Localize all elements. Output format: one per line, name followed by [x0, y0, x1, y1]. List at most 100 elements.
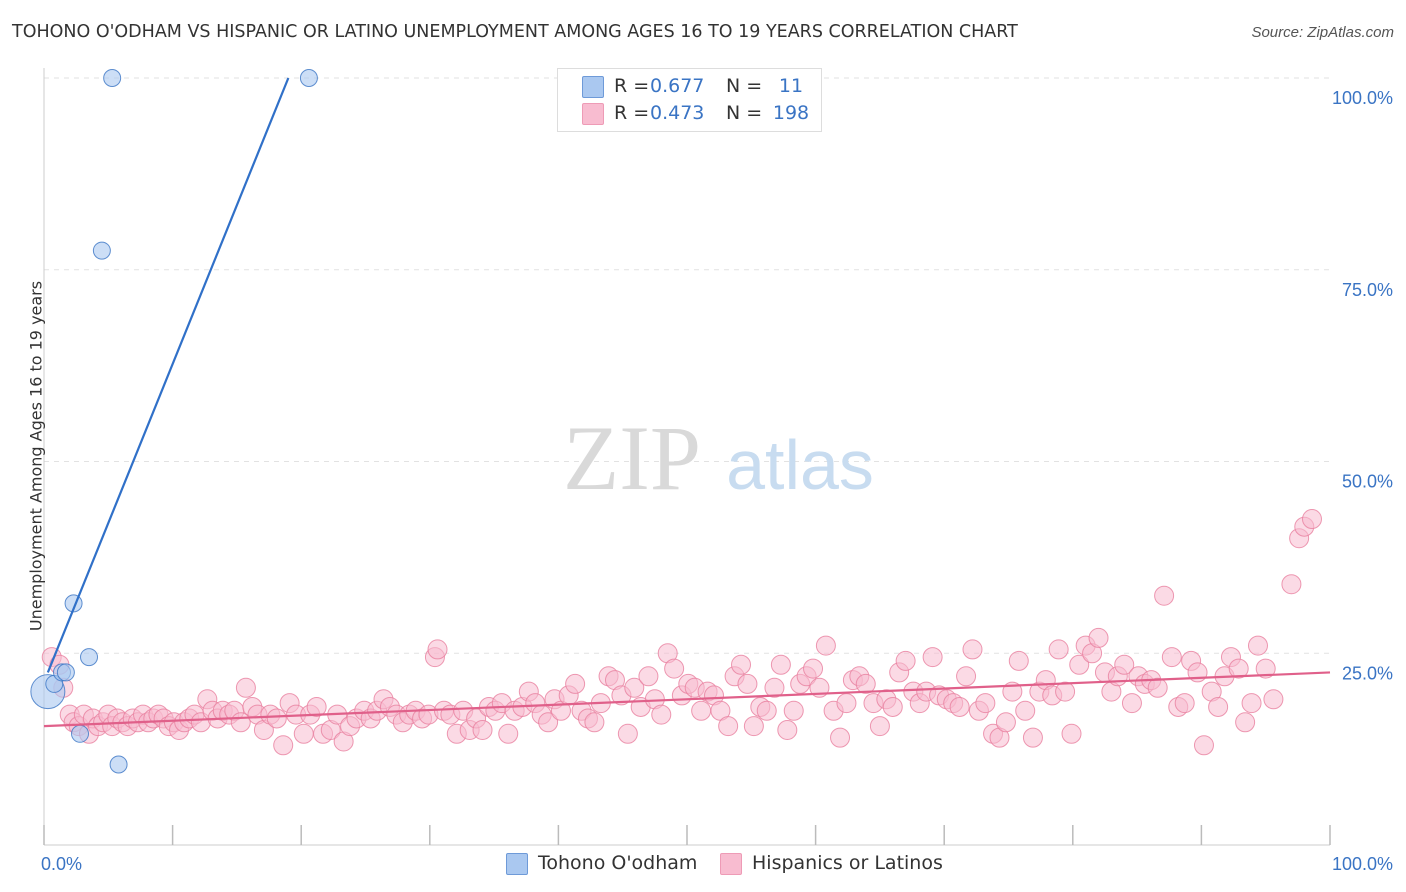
- data-point-hispanics: [949, 696, 970, 717]
- data-point-hispanics: [293, 723, 314, 744]
- y-tick-label: 25.0%: [1342, 663, 1393, 683]
- data-point-tohono: [80, 648, 99, 667]
- data-point-hispanics: [962, 639, 983, 660]
- data-point-hispanics: [638, 666, 659, 687]
- data-point-hispanics: [1015, 700, 1036, 721]
- data-point-hispanics: [1174, 693, 1195, 714]
- data-point-hispanics: [691, 700, 712, 721]
- legend-r-value: 0.473: [650, 102, 705, 124]
- data-point-tohono: [56, 663, 75, 682]
- data-point-hispanics: [1022, 727, 1043, 748]
- data-point-hispanics: [624, 677, 645, 698]
- data-point-hispanics: [1048, 639, 1069, 660]
- legend-n-value: 11: [778, 75, 804, 97]
- data-point-hispanics: [731, 654, 752, 675]
- data-point-hispanics: [1193, 735, 1214, 756]
- data-point-hispanics: [743, 716, 764, 737]
- data-point-hispanics: [1263, 689, 1284, 710]
- data-point-hispanics: [995, 712, 1016, 733]
- series-tohono-points: [30, 69, 318, 774]
- data-point-hispanics: [235, 677, 256, 698]
- data-point-hispanics: [1161, 647, 1182, 668]
- data-point-hispanics: [1055, 681, 1076, 702]
- data-point-hispanics: [472, 719, 493, 740]
- bottom-legend-label-hispanics: Hispanics or Latinos: [752, 852, 943, 874]
- bottom-legend-label-tohono: Tohono O'odham: [538, 852, 698, 874]
- data-point-hispanics: [1121, 693, 1142, 714]
- legend-swatch-tohono: [582, 76, 604, 98]
- data-point-hispanics: [1147, 677, 1168, 698]
- legend-swatch-hispanics: [582, 103, 604, 125]
- data-point-hispanics: [956, 666, 977, 687]
- data-point-hispanics: [855, 673, 876, 694]
- data-point-hispanics: [1228, 658, 1249, 679]
- legend-r-value: 0.677: [650, 75, 705, 97]
- bottom-legend-swatch-hispanics: [720, 853, 742, 875]
- data-point-hispanics: [975, 693, 996, 714]
- axes: [43, 68, 1331, 846]
- trend-line-tohono: [46, 77, 290, 673]
- data-point-hispanics: [770, 654, 791, 675]
- data-point-tohono: [71, 724, 90, 743]
- data-point-hispanics: [869, 716, 890, 737]
- watermark-atlas: atlas: [726, 426, 874, 504]
- data-point-hispanics: [1061, 723, 1082, 744]
- x-tick-label: 0.0%: [41, 854, 82, 874]
- data-point-hispanics: [764, 677, 785, 698]
- tick-labels: 25.0% 50.0% 75.0% 100.0% 0.0% 100.0%: [41, 88, 1393, 874]
- data-point-hispanics: [306, 696, 327, 717]
- data-point-hispanics: [498, 723, 519, 744]
- data-point-hispanics: [830, 727, 851, 748]
- data-point-hispanics: [1069, 654, 1090, 675]
- legend-n-value: 198: [772, 102, 810, 124]
- data-point-hispanics: [737, 673, 758, 694]
- data-point-hispanics: [427, 639, 448, 660]
- data-point-hispanics: [922, 647, 943, 668]
- data-point-hispanics: [783, 700, 804, 721]
- data-point-hispanics: [584, 712, 605, 733]
- watermark-zip: ZIP: [563, 407, 701, 509]
- y-axis-label: Unemployment Among Ages 16 to 19 years: [26, 280, 46, 632]
- x-tick-label: 100.0%: [1332, 854, 1393, 874]
- data-point-hispanics: [777, 719, 798, 740]
- y-tick-label: 75.0%: [1342, 280, 1393, 300]
- legend-r-label: R =: [614, 75, 650, 97]
- data-point-hispanics: [1208, 696, 1229, 717]
- data-point-hispanics: [1008, 650, 1029, 671]
- data-point-hispanics: [273, 735, 294, 756]
- grid-lines: [44, 77, 1330, 654]
- data-point-hispanics: [538, 712, 559, 733]
- watermark: ZIP atlas: [563, 407, 874, 509]
- data-point-hispanics: [882, 696, 903, 717]
- data-point-hispanics: [1114, 654, 1135, 675]
- source-label: Source: ZipAtlas.com: [1251, 24, 1394, 41]
- data-point-hispanics: [1235, 712, 1256, 733]
- data-point-tohono: [103, 69, 122, 87]
- data-point-hispanics: [664, 658, 685, 679]
- bottom-legend-swatch-tohono: [506, 853, 528, 875]
- data-point-hispanics: [815, 635, 836, 656]
- data-point-hispanics: [803, 658, 824, 679]
- data-point-hispanics: [1301, 509, 1322, 530]
- y-tick-label: 50.0%: [1342, 472, 1393, 492]
- data-point-hispanics: [617, 723, 638, 744]
- y-tick-label: 100.0%: [1332, 88, 1393, 108]
- data-point-hispanics: [651, 704, 672, 725]
- trend-line-hispanics: [43, 671, 1331, 728]
- data-point-tohono: [92, 241, 111, 260]
- data-point-hispanics: [1154, 585, 1175, 606]
- data-point-hispanics: [756, 700, 777, 721]
- legend-r-label: R =: [614, 102, 650, 124]
- data-point-hispanics: [1255, 658, 1276, 679]
- data-point-hispanics: [836, 693, 857, 714]
- correlation-legend: R = 0.677 N = 11 R = 0.473 N = 198: [557, 68, 822, 132]
- data-point-hispanics: [1241, 693, 1262, 714]
- data-point-tohono: [299, 69, 318, 87]
- data-point-hispanics: [1247, 635, 1268, 656]
- legend-n-label: N =: [726, 102, 763, 124]
- data-point-hispanics: [565, 673, 586, 694]
- data-point-hispanics: [1281, 574, 1302, 595]
- data-point-tohono: [109, 755, 128, 774]
- trend-lines: [43, 77, 1331, 728]
